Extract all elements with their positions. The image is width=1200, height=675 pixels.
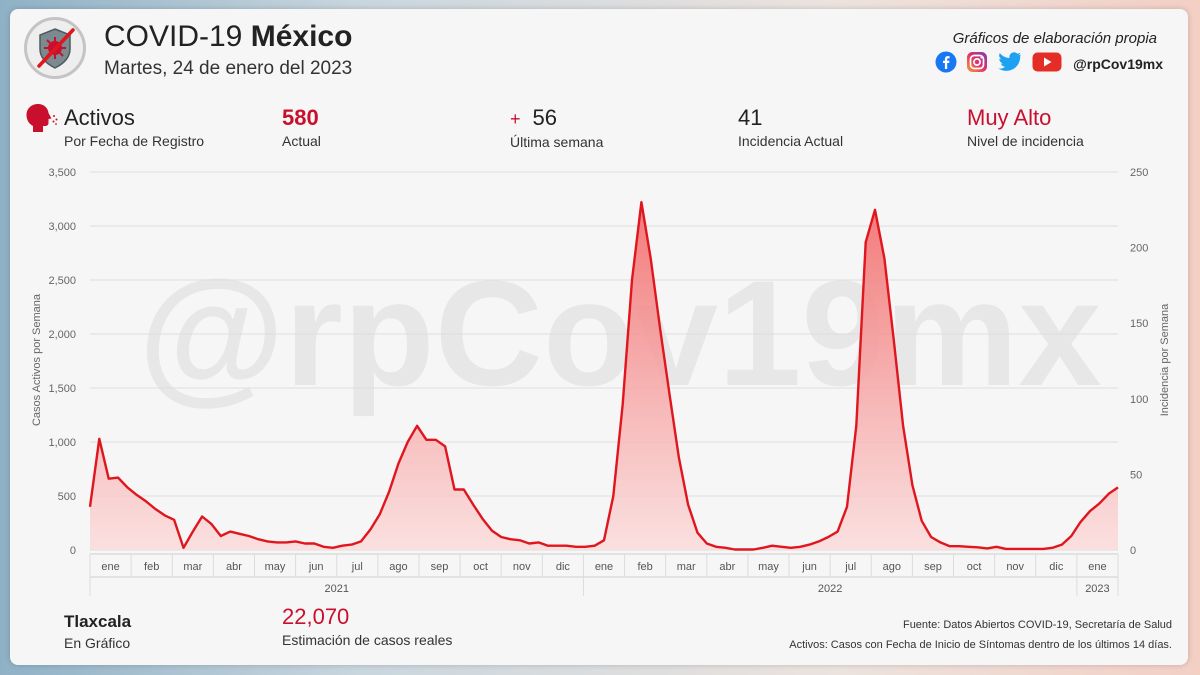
month-label: may (758, 561, 779, 573)
y-tick-label: 0 (70, 545, 76, 557)
year-label: 2023 (1085, 583, 1109, 595)
kpi-activos-sub: Por Fecha de Registro (64, 133, 205, 149)
month-label: abr (719, 561, 735, 573)
social-links: @rpCov19mx (935, 51, 1163, 78)
month-label: feb (144, 561, 159, 573)
month-label: feb (637, 561, 652, 573)
facebook-icon[interactable] (935, 51, 957, 78)
year-label: 2022 (818, 583, 842, 595)
y2-tick-label: 250 (1130, 167, 1148, 179)
youtube-icon[interactable] (1032, 51, 1062, 78)
month-label: ene (595, 561, 613, 573)
y-tick-label: 3,000 (48, 221, 76, 233)
kpi-actual-label: Actual (282, 133, 321, 149)
page-title: COVID-19 México (104, 20, 352, 54)
y2-tick-label: 150 (1130, 318, 1148, 330)
month-label: oct (967, 561, 982, 573)
month-label: mar (677, 561, 696, 573)
y2-tick-label: 100 (1130, 394, 1148, 406)
state-name: Tlaxcala (64, 612, 132, 631)
y-tick-label: 1,000 (48, 437, 76, 449)
kpi-activos: Activos Por Fecha de Registro (64, 105, 204, 149)
shield-virus-icon (37, 28, 75, 69)
month-label: jun (801, 561, 817, 573)
estimate-value: 22,070 (282, 604, 350, 629)
kpi-nivel: Muy Alto Nivel de incidencia (967, 105, 1084, 149)
month-label: may (265, 561, 286, 573)
y2-tick-label: 0 (1130, 545, 1136, 557)
report-date: Martes, 24 de enero del 2023 (104, 58, 353, 79)
kpi-incidencia: 41 Incidencia Actual (738, 105, 843, 149)
month-label: jul (351, 561, 363, 573)
kpi-actual-value: 580 (282, 105, 319, 130)
series-line (88, 201, 1119, 551)
kpi-week: +56 Última semana (510, 105, 603, 150)
source-line-2: Activos: Casos con Fecha de Inicio de Sí… (789, 639, 1172, 651)
x-axis: ene feb mar abr may jun jul ago sep oct nov dic ene f… (89, 553, 1119, 596)
month-label: ene (1088, 561, 1106, 573)
y-tick-label: 500 (58, 491, 76, 503)
state-block: Tlaxcala En Gráfico (64, 612, 131, 651)
month-label: dic (556, 561, 571, 573)
kpi-actual: 580 Actual (282, 105, 321, 149)
kpi-nivel-label: Nivel de incidencia (967, 133, 1084, 149)
month-label: jul (844, 561, 856, 573)
own-graphics-label: Gráficos de elaboración propia (952, 30, 1157, 47)
y2-tick-label: 200 (1130, 243, 1148, 255)
month-label: ago (883, 561, 901, 573)
y-axis-left: 0 500 1,000 1,500 2,000 2,500 3,000 3,500 (48, 167, 76, 557)
kpi-nivel-value: Muy Alto (967, 105, 1052, 130)
instagram-icon[interactable] (966, 51, 988, 78)
month-label: abr (226, 561, 242, 573)
state-label: En Gráfico (64, 635, 131, 651)
y-axis-right: 0 50 100 150 200 250 (1130, 167, 1148, 557)
series-area (90, 202, 1118, 550)
title-country: México (250, 20, 353, 53)
y2-tick-label: 50 (1130, 469, 1142, 481)
dashboard-card (10, 9, 1188, 665)
source-notes: Fuente: Datos Abiertos COVID-19, Secreta… (789, 615, 1172, 655)
active-cases-chart: @rpCov19mx 05001,0001,5002,0002,5003,000… (31, 167, 1171, 596)
kpi-activos-title: Activos (64, 105, 135, 130)
kpi-week-label: Última semana (510, 134, 604, 150)
y-tick-label: 1,500 (48, 383, 76, 395)
sneezing-head-icon (24, 102, 58, 139)
watermark-text: @rpCov19mx (138, 249, 1101, 417)
estimate-label: Estimación de casos reales (282, 632, 453, 648)
twitter-icon[interactable] (997, 51, 1023, 78)
estimate-block: 22,070 Estimación de casos reales (282, 604, 452, 648)
year-label: 2021 (324, 583, 348, 595)
month-label: sep (924, 561, 942, 573)
title-prefix: COVID-19 (104, 20, 243, 53)
kpi-incidencia-value: 41 (738, 105, 763, 130)
y-tick-label: 2,500 (48, 275, 76, 287)
y2-axis-label: Incidencia por Semana (1159, 303, 1171, 416)
month-label: ago (389, 561, 407, 573)
month-label: mar (183, 561, 202, 573)
month-label: sep (431, 561, 449, 573)
y-axis-label: Casos Activos por Semana (31, 293, 43, 426)
kpi-week-value: 56 (532, 105, 557, 130)
y-tick-label: 2,000 (48, 329, 76, 341)
month-label: oct (473, 561, 488, 573)
kpi-incidencia-label: Incidencia Actual (738, 133, 844, 149)
social-handle[interactable]: @rpCov19mx (1073, 56, 1163, 72)
logo (24, 17, 86, 79)
month-label: ene (101, 561, 119, 573)
month-label: jun (308, 561, 324, 573)
kpi-week-sign: + (510, 109, 521, 129)
month-label: nov (1006, 561, 1024, 573)
month-label: dic (1049, 561, 1064, 573)
y-tick-label: 3,500 (48, 167, 76, 179)
source-line-1: Fuente: Datos Abiertos COVID-19, Secreta… (902, 619, 1172, 631)
month-label: nov (513, 561, 531, 573)
